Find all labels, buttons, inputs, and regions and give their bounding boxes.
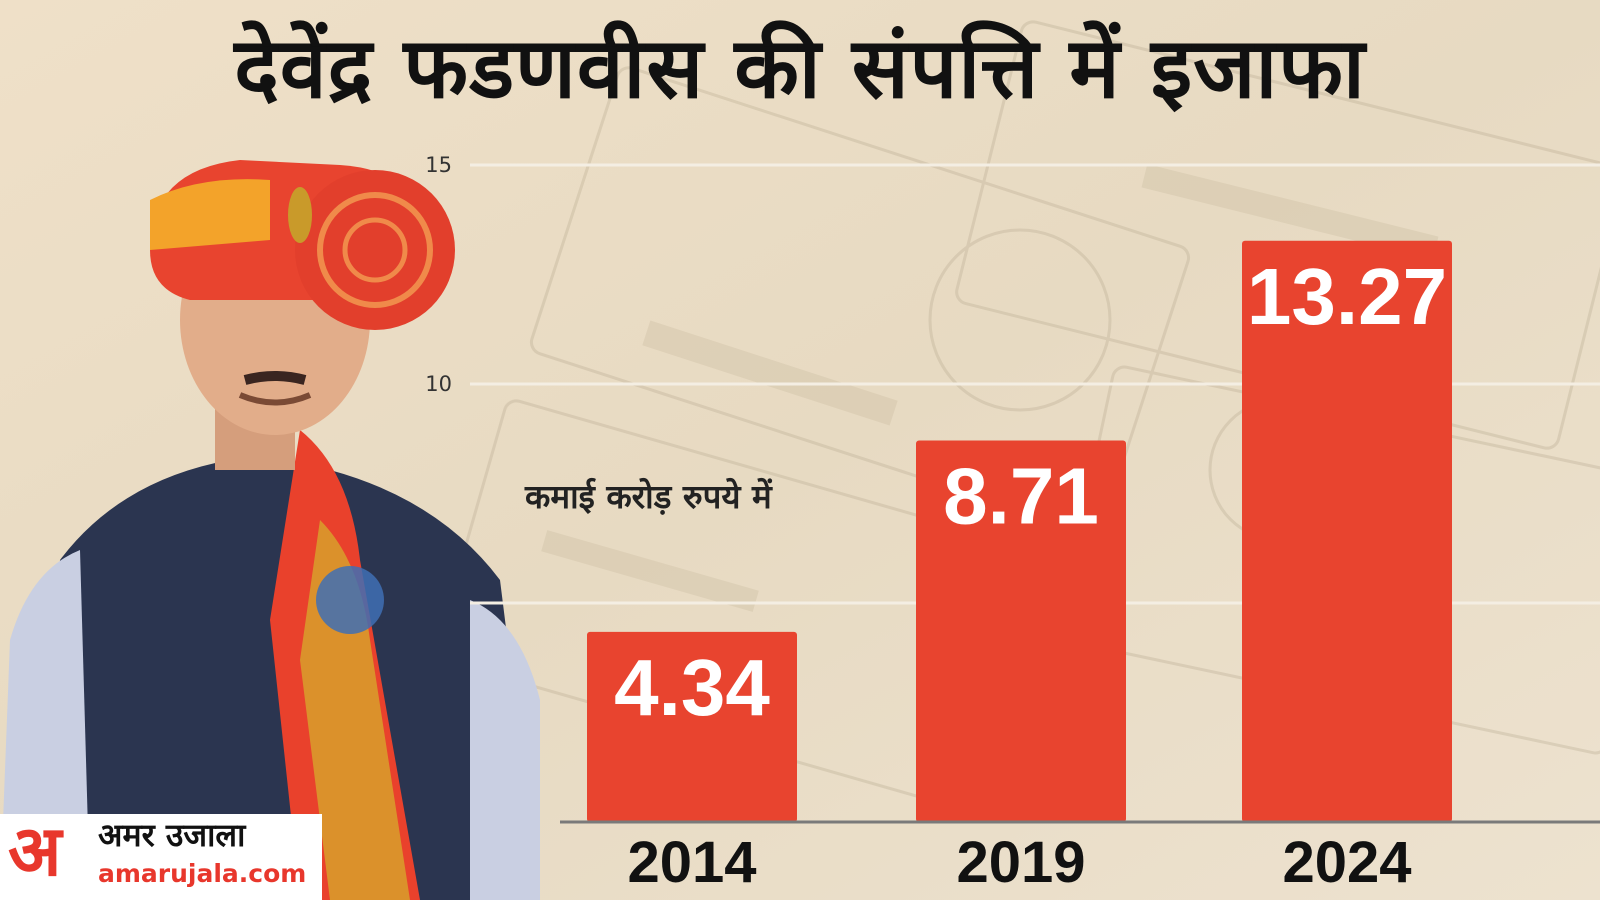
bar-2014: [587, 631, 797, 822]
logo-name: अमर उजाला: [98, 816, 246, 854]
portrait-figure: [0, 160, 540, 900]
bar-value-label: 13.27: [1247, 252, 1447, 341]
y-axis-ticks: 10 15: [425, 153, 452, 396]
bar-2024: [1242, 240, 1452, 823]
x-category-label: 2019: [956, 830, 1085, 895]
logo-mark: अ: [8, 809, 62, 892]
x-category-label: 2014: [627, 830, 756, 895]
page-title: देवेंद्र फडणवीस की संपत्ति में इजाफा: [234, 19, 1366, 117]
bars: 4.34 8.71 13.27: [587, 240, 1452, 823]
bar-2019: [916, 440, 1126, 822]
x-category-label: 2024: [1282, 830, 1411, 895]
y-tick-label: 10: [425, 372, 452, 396]
brand-logo[interactable]: अ अमर उजाला amarujala.com: [0, 814, 322, 900]
bar-value-label: 4.34: [614, 643, 770, 732]
unit-label: कमाई करोड़ रुपये में: [525, 477, 772, 516]
bar-value-label: 8.71: [943, 452, 1099, 541]
y-tick-label: 15: [425, 153, 452, 177]
logo-url: amarujala.com: [98, 859, 307, 888]
x-axis-categories: 2014 2019 2024: [627, 830, 1411, 895]
